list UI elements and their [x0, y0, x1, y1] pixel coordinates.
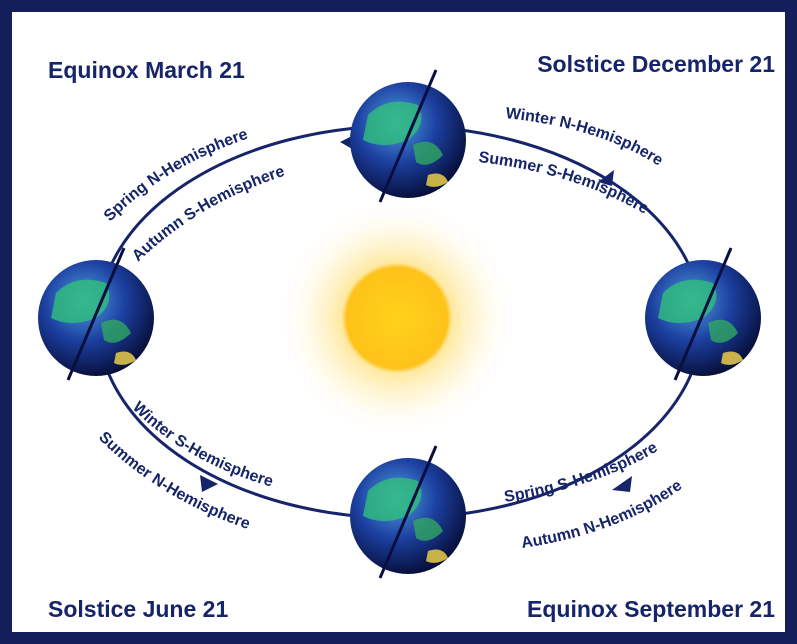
diagram: Equinox March 21 Solstice December 21 So…: [0, 0, 797, 644]
corner-label: Equinox March 21: [48, 57, 245, 83]
corner-label: Solstice December 21: [537, 51, 775, 77]
corner-label: Solstice June 21: [48, 596, 228, 622]
sun: [277, 198, 517, 438]
corner-label: Equinox September 21: [527, 596, 775, 622]
